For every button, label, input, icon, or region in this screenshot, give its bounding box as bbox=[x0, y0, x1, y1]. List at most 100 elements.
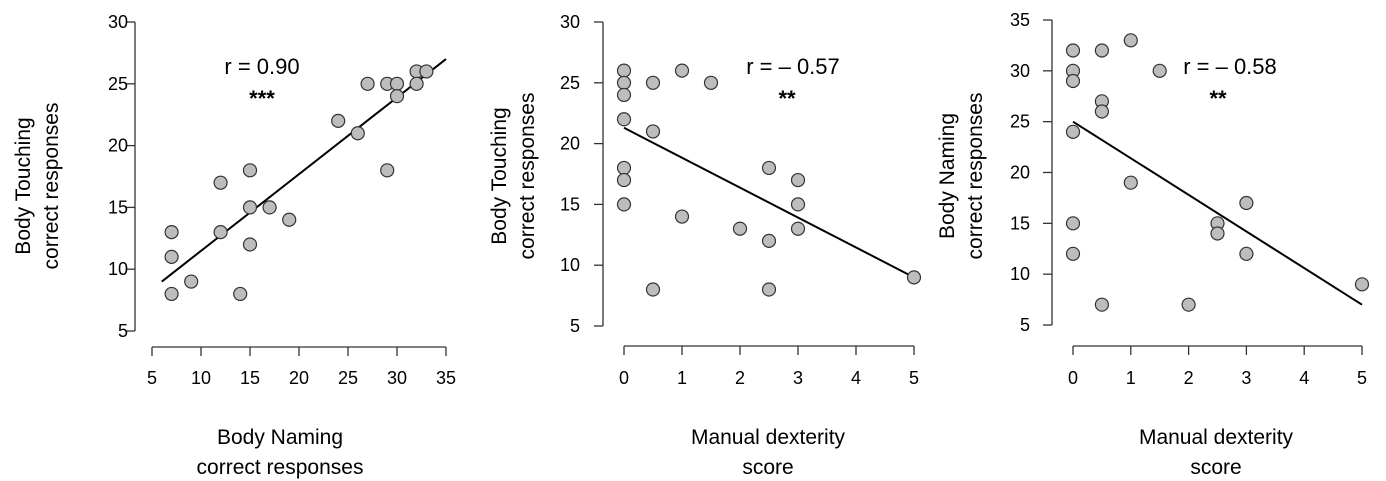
x-tick-label: 25 bbox=[338, 368, 358, 388]
plot-panel-2: 0 1 2 3 4 5 5 10 15 20 25 30 r = – 0.57 ** Manual dext… bbox=[488, 12, 922, 479]
x-axis-title: Manual dexterity bbox=[691, 426, 846, 449]
regression-line bbox=[623, 126, 915, 279]
x-tick-label: 5 bbox=[1357, 368, 1367, 388]
data-point bbox=[1094, 297, 1110, 312]
data-point bbox=[242, 200, 258, 215]
data-point bbox=[233, 286, 248, 302]
x-tick-label: 35 bbox=[436, 368, 456, 388]
data-point bbox=[164, 225, 179, 240]
data-point bbox=[1239, 195, 1254, 211]
y-axis-title: correct responses bbox=[964, 93, 987, 260]
y-axis-title: Body Touching bbox=[12, 117, 35, 254]
y-tick-label: 35 bbox=[1010, 10, 1030, 30]
y-axis-title: Body Touching bbox=[488, 107, 511, 244]
x-tick-label: 1 bbox=[677, 368, 687, 388]
y-axis-title: correct responses bbox=[40, 103, 63, 270]
significance-stars: ** bbox=[1209, 86, 1227, 111]
x-tick-label: 3 bbox=[793, 368, 803, 388]
x-tick-label: 4 bbox=[851, 368, 861, 388]
data-point bbox=[645, 75, 661, 90]
data-point bbox=[616, 172, 632, 188]
y-tick-label: 20 bbox=[560, 134, 580, 154]
x-axis-title: Manual dexterity bbox=[1139, 426, 1294, 449]
data-point bbox=[761, 160, 777, 176]
y-tick-label: 15 bbox=[1010, 213, 1030, 233]
data-point bbox=[645, 124, 661, 139]
y-axis-title: Body Naming bbox=[936, 113, 959, 239]
data-point bbox=[616, 63, 632, 78]
regression-line bbox=[161, 58, 447, 283]
data-point bbox=[674, 209, 690, 224]
data-point bbox=[1210, 226, 1225, 241]
data-point bbox=[1065, 73, 1081, 89]
data-point bbox=[1094, 104, 1110, 119]
significance-stars: ** bbox=[778, 86, 796, 111]
x-axis-title: correct responses bbox=[197, 456, 364, 479]
data-point bbox=[761, 282, 777, 297]
data-point bbox=[213, 225, 228, 240]
correlation-label: r = 0.90 bbox=[224, 54, 299, 79]
data-point bbox=[1123, 175, 1138, 190]
data-point bbox=[164, 249, 179, 264]
y-tick-label: 10 bbox=[560, 255, 580, 275]
y-tick-label: 30 bbox=[560, 12, 580, 32]
x-axis-title: Body Naming bbox=[217, 426, 343, 449]
data-point bbox=[380, 163, 395, 178]
correlation-label: r = – 0.57 bbox=[746, 54, 840, 79]
y-tick-label: 30 bbox=[1010, 61, 1030, 81]
x-tick-label: 2 bbox=[1184, 368, 1194, 388]
data-point bbox=[790, 221, 806, 236]
data-point bbox=[1065, 216, 1081, 231]
y-tick-label: 20 bbox=[108, 136, 128, 156]
data-point bbox=[616, 160, 632, 176]
data-point bbox=[242, 163, 258, 178]
regression-line bbox=[1072, 120, 1363, 306]
data-point bbox=[262, 200, 277, 215]
x-tick-label: 3 bbox=[1241, 368, 1251, 388]
data-point bbox=[790, 172, 806, 188]
data-point bbox=[419, 64, 434, 79]
data-point bbox=[389, 89, 405, 104]
data-point bbox=[645, 282, 661, 297]
data-point bbox=[350, 126, 365, 141]
data-point bbox=[389, 76, 405, 91]
x-tick-label: 5 bbox=[909, 368, 919, 388]
data-point bbox=[1065, 246, 1081, 261]
data-point bbox=[164, 286, 179, 302]
x-tick-label: 30 bbox=[387, 368, 407, 388]
data-point bbox=[213, 175, 228, 190]
data-point bbox=[732, 221, 748, 236]
data-point bbox=[282, 212, 297, 227]
plot-panel-3: 0 1 2 3 4 5 5 10 15 20 25 30 35 r = – 0.58 ** Manual de… bbox=[936, 10, 1370, 479]
y-tick-label: 10 bbox=[108, 259, 128, 279]
y-tick-label: 10 bbox=[1010, 264, 1030, 284]
data-point bbox=[1354, 277, 1370, 292]
y-tick-label: 20 bbox=[1010, 163, 1030, 183]
data-point bbox=[184, 274, 199, 289]
x-tick-label: 15 bbox=[240, 368, 260, 388]
x-tick-label: 20 bbox=[289, 368, 309, 388]
x-tick-label: 0 bbox=[1068, 368, 1078, 388]
x-axis-title: score bbox=[1190, 456, 1241, 479]
y-tick-label: 5 bbox=[570, 316, 580, 336]
data-point bbox=[674, 63, 690, 78]
data-point bbox=[616, 112, 632, 127]
plot-panel-1: 5 10 15 20 25 30 35 5 10 15 20 25 30 r = 0.90 *** Body … bbox=[12, 12, 456, 479]
x-tick-label: 5 bbox=[147, 368, 157, 388]
data-point bbox=[790, 197, 806, 212]
x-tick-label: 1 bbox=[1126, 368, 1136, 388]
data-point bbox=[761, 233, 777, 248]
data-point bbox=[703, 75, 719, 90]
data-point bbox=[616, 87, 632, 103]
data-point bbox=[616, 197, 632, 212]
data-point bbox=[1065, 124, 1081, 139]
data-point bbox=[242, 237, 258, 252]
data-point bbox=[360, 76, 375, 91]
significance-stars: *** bbox=[249, 86, 275, 111]
y-axis-title: correct responses bbox=[516, 93, 539, 260]
x-tick-label: 4 bbox=[1299, 368, 1309, 388]
data-point bbox=[1181, 297, 1196, 312]
x-axis-title: score bbox=[742, 456, 793, 479]
data-point bbox=[616, 75, 632, 90]
